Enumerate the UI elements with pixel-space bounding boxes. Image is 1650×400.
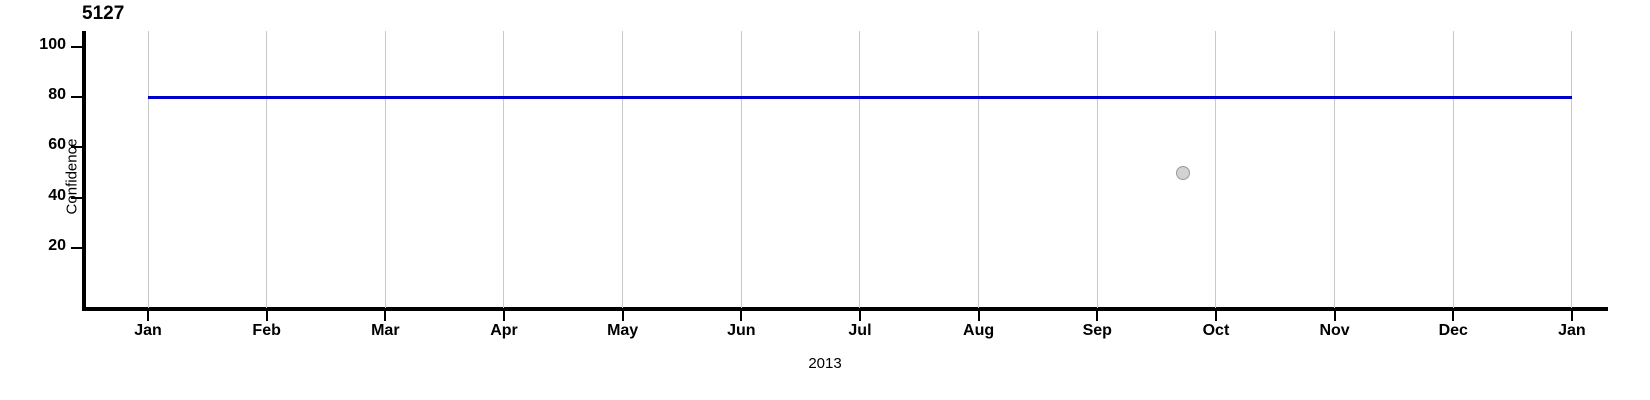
x-tick-label-11: Dec (1438, 322, 1468, 339)
x-tick-3 (502, 311, 505, 321)
y-tick-20 (71, 246, 82, 249)
y-tick-80 (71, 96, 82, 99)
y-tick-label-100: 100 (39, 36, 66, 53)
x-tick-label-3: Apr (490, 322, 518, 339)
gridline-mar-2 (384, 31, 386, 308)
x-tick-1 (265, 311, 268, 321)
x-tick-label-8: Sep (1082, 322, 1112, 339)
x-tick-5 (740, 311, 743, 321)
gridline-sep-8 (1096, 31, 1098, 308)
x-tick-label-7: Aug (963, 322, 995, 339)
x-tick-2 (384, 311, 387, 321)
chart-title: 5127 (82, 3, 125, 24)
x-tick-7 (977, 311, 980, 321)
x-tick-4 (621, 311, 624, 321)
gridline-oct-9 (1215, 31, 1217, 308)
y-tick-40 (71, 196, 82, 199)
x-tick-12 (1570, 311, 1573, 321)
x-tick-label-12: Jan (1558, 322, 1586, 339)
x-tick-label-10: Nov (1319, 322, 1350, 339)
y-tick-label-80: 80 (48, 86, 66, 104)
gridline-aug-7 (978, 31, 980, 308)
x-axis-title: 2013 (808, 355, 842, 372)
y-tick-60 (71, 146, 82, 149)
x-tick-label-4: May (607, 322, 639, 339)
x-tick-6 (858, 311, 861, 321)
threshold-line (148, 95, 1572, 99)
gridline-may-4 (622, 31, 624, 308)
x-tick-0 (147, 311, 149, 321)
gridline-jul-6 (859, 31, 861, 308)
y-axis-title: Confidence (63, 138, 81, 215)
x-tick-label-5: Jun (727, 322, 756, 339)
x-tick-label-1: Feb (252, 322, 281, 339)
x-tick-label-2: Mar (371, 322, 400, 339)
gridline-jun-5 (740, 31, 742, 308)
y-tick-100 (71, 46, 82, 48)
y-tick-label-40: 40 (48, 186, 66, 204)
gridline-feb-1 (266, 31, 268, 308)
x-tick-label-9: Oct (1202, 322, 1230, 339)
x-tick-9 (1214, 311, 1217, 321)
y-axis-line (82, 31, 86, 311)
y-tick-label-20: 20 (48, 236, 66, 254)
data-point-0[interactable] (1175, 165, 1190, 180)
x-tick-8 (1096, 311, 1099, 321)
gridline-jan-12 (1571, 31, 1573, 308)
x-tick-11 (1452, 311, 1455, 321)
y-tick-label-60: 60 (48, 136, 66, 154)
x-tick-10 (1333, 311, 1336, 321)
gridline-nov-10 (1334, 31, 1336, 308)
gridline-apr-3 (503, 31, 505, 308)
x-tick-label-0: Jan (134, 322, 162, 339)
gridline-jan-0 (147, 31, 149, 308)
x-tick-label-6: Jul (848, 322, 872, 339)
gridline-dec-11 (1452, 31, 1454, 308)
x-axis-line (82, 307, 1608, 311)
